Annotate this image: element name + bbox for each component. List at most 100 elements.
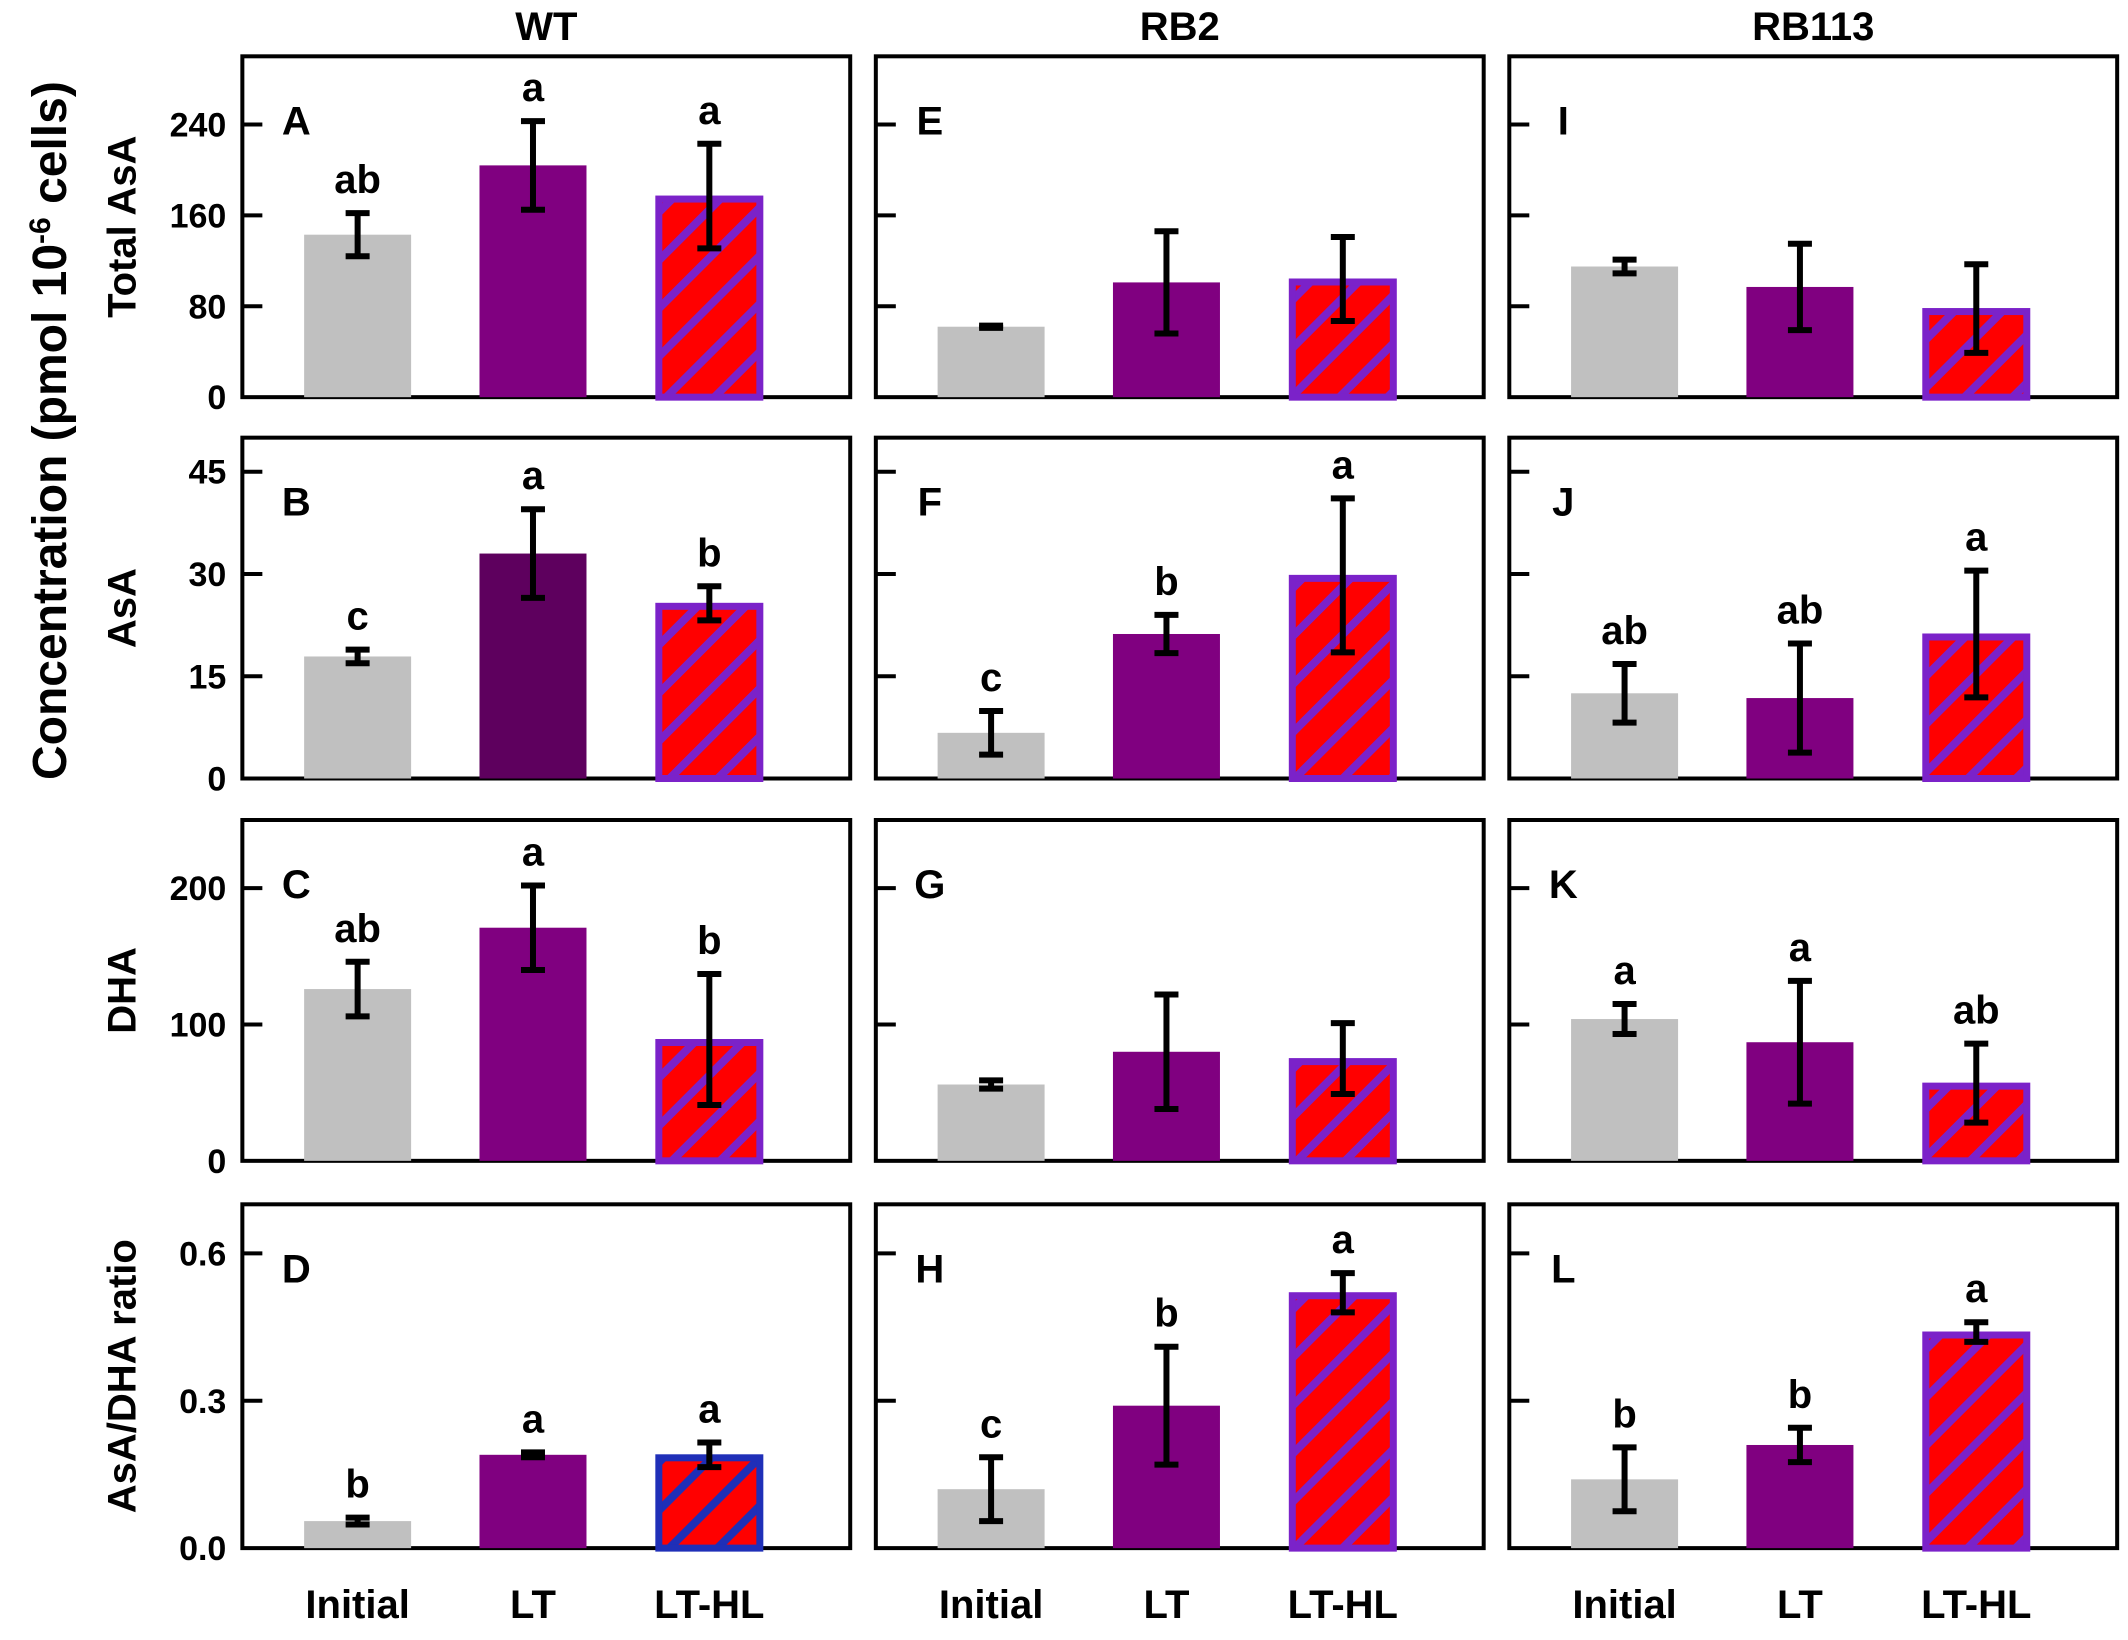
bar-initial (304, 234, 412, 398)
bar-initial (937, 1084, 1045, 1161)
significance-letter: b (1154, 560, 1178, 604)
panel-h: Hc Initial b LT a LT-HL (873, 1202, 1486, 1627)
significance-letter: b (1612, 1392, 1636, 1436)
significance-letter: a (1332, 443, 1355, 487)
y-tick-label: 0 (207, 1143, 226, 1181)
row-label: AsA/DHA ratio (100, 1239, 144, 1513)
panel-k: Ka a ab (1507, 818, 2120, 1165)
bar-initial (937, 326, 1045, 398)
row-label: DHA (100, 947, 144, 1034)
significance-letter: c (980, 656, 1002, 700)
panel-letter: E (916, 99, 943, 143)
significance-letter: a (1332, 1218, 1355, 1262)
significance-letter: a (522, 1397, 545, 1441)
y-tick-label: 0.6 (179, 1235, 226, 1273)
y-tick-label: 240 (170, 106, 227, 144)
x-tick-label: Initial (305, 1583, 409, 1627)
panel-letter: A (282, 99, 311, 143)
bar-lt-hl (1922, 1331, 2031, 1552)
x-tick-label: LT (1777, 1583, 1823, 1627)
x-tick-label: LT (510, 1583, 556, 1627)
significance-letter: a (522, 454, 545, 498)
panel-letter: D (282, 1247, 311, 1291)
bar-lt-hl (655, 1454, 764, 1552)
bar-lt (1112, 633, 1220, 779)
x-tick-label: Initial (939, 1583, 1043, 1627)
significance-letter: a (1965, 516, 1988, 560)
significance-letter: ab (334, 907, 381, 951)
y-tick-label: 80 (189, 288, 227, 326)
significance-letter: ab (1777, 589, 1824, 633)
panel-f: Fc b a (873, 435, 1486, 783)
panel-b: 0 15 30 45 AsA Bc a b (100, 435, 853, 799)
panel-letter: K (1549, 863, 1578, 907)
significance-letter: b (697, 919, 721, 963)
panel-letter: H (915, 1247, 944, 1291)
y-tick-label: 0 (207, 761, 226, 799)
significance-letter: b (1154, 1292, 1178, 1336)
panel-d: 0.0 0.3 0.6 AsA/DHA ratio Db Initial a LT a LT-HL (100, 1202, 853, 1627)
y-tick-label: 0.0 (179, 1530, 226, 1568)
panel-a: 0 80 160 240 Total AsA Aab a a (100, 54, 853, 417)
panel-letter: C (282, 863, 311, 907)
row-label: AsA (100, 568, 144, 648)
panel-frame (1507, 54, 2120, 400)
bar-lt-hl (1288, 1292, 1397, 1552)
x-tick-label: LT-HL (654, 1583, 764, 1627)
x-tick-label: LT (1144, 1583, 1190, 1627)
x-tick-label: LT-HL (1288, 1583, 1398, 1627)
significance-letter: ab (334, 158, 381, 202)
column-title-wt: WT (515, 5, 577, 49)
row-label: Total AsA (100, 136, 144, 318)
panel-letter: I (1558, 99, 1569, 143)
significance-letter: ab (1601, 609, 1648, 653)
bar-initial (1571, 1019, 1679, 1161)
significance-letter: b (697, 531, 721, 575)
bar-lt (479, 1454, 587, 1549)
panel-frame (873, 435, 1486, 781)
column-title-rb2: RB2 (1140, 5, 1220, 49)
significance-letter: a (698, 89, 721, 133)
y-tick-label: 45 (189, 454, 227, 492)
significance-letter: ab (1953, 989, 2000, 1033)
y-tick-label: 30 (189, 556, 227, 594)
significance-letter: c (346, 595, 368, 639)
significance-letter: b (345, 1463, 369, 1507)
panel-letter: B (282, 481, 311, 525)
y-tick-label: 0 (207, 379, 226, 417)
x-tick-label: Initial (1572, 1583, 1676, 1627)
bar-initial (304, 656, 412, 779)
panel-frame (240, 435, 853, 781)
y-tick-label: 200 (170, 870, 227, 908)
significance-letter: a (522, 66, 545, 110)
y-axis-title-superscript: -6 (24, 217, 57, 244)
panel-g: G (873, 818, 1486, 1165)
significance-letter: a (1965, 1267, 1988, 1311)
panel-j: Jab ab a (1507, 435, 2120, 783)
x-tick-label: LT-HL (1921, 1583, 2031, 1627)
panel-frame (873, 818, 1486, 1163)
significance-letter: b (1788, 1373, 1812, 1417)
y-tick-label: 0.3 (179, 1383, 226, 1421)
bar-initial (1571, 266, 1679, 398)
panel-frame (240, 54, 853, 400)
significance-letter: a (698, 1388, 721, 1432)
y-tick-label: 160 (170, 197, 227, 235)
bar-lt-hl (655, 602, 764, 783)
significance-letter: a (522, 830, 545, 874)
panel-e: E (873, 54, 1486, 401)
y-axis-title: Concentration (pmol 10-6 cells) (24, 81, 77, 780)
significance-letter: c (980, 1402, 1002, 1446)
panel-letter: F (918, 481, 942, 525)
panel-l: Lb Initial b LT a LT-HL (1507, 1202, 2120, 1627)
column-title-rb113: RB113 (1752, 5, 1874, 49)
significance-letter: a (1613, 949, 1636, 993)
panel-i: I (1507, 54, 2120, 401)
y-tick-label: 100 (170, 1007, 227, 1045)
panel-letter: G (914, 863, 945, 907)
y-tick-label: 15 (189, 658, 227, 696)
significance-letter: a (1789, 926, 1812, 970)
